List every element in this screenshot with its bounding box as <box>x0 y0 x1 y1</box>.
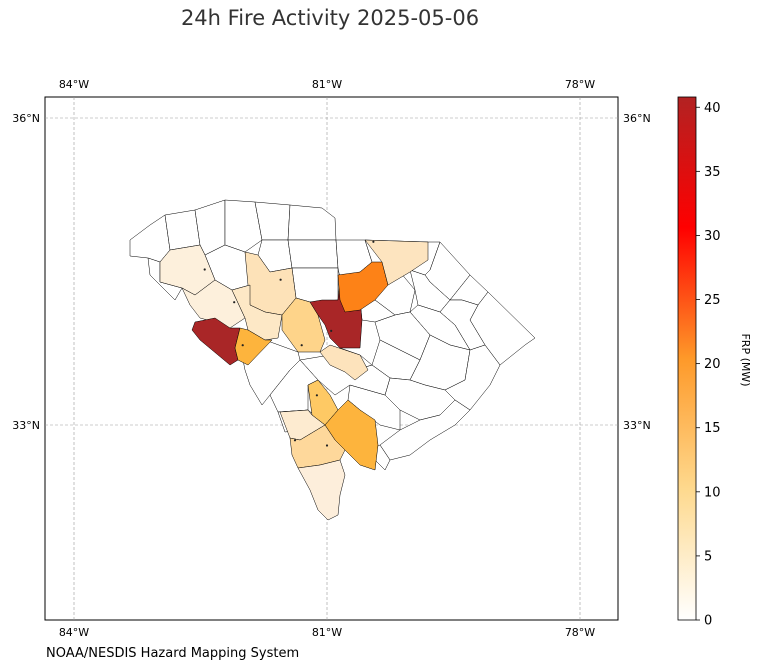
county-beaufort <box>297 459 346 521</box>
county-polygons <box>129 199 536 521</box>
colorbar-ticks: 0 5 10 15 20 25 30 35 40 <box>696 101 721 629</box>
fire-point <box>293 439 297 442</box>
county-jasper <box>289 424 346 469</box>
lon-tick-label: 84°W <box>59 626 89 639</box>
lat-tick-label: 33°N <box>623 419 651 432</box>
county-edgefield <box>234 327 273 366</box>
lon-tick-labels-bottom: 84°W 81°W 78°W <box>59 626 595 639</box>
fire-point <box>241 344 244 347</box>
colorbar-tick-label: 40 <box>704 101 721 116</box>
map-title: 24h Fire Activity 2025-05-06 <box>180 6 480 30</box>
colorbar-tick-label: 5 <box>704 549 712 564</box>
lon-tick-label: 84°W <box>59 78 89 91</box>
colorbar-label: FRP (MW) <box>739 333 752 386</box>
county-abbeville <box>181 279 246 329</box>
fire-point <box>203 268 206 271</box>
lon-tick-label: 81°W <box>312 626 342 639</box>
fire-point <box>330 329 333 332</box>
fire-point <box>372 240 375 243</box>
fire-point <box>279 278 282 281</box>
fire-point <box>300 344 303 347</box>
colorbar-tick-label: 20 <box>704 357 721 372</box>
lat-tick-label: 36°N <box>12 112 40 125</box>
lon-tick-labels-top: 84°W 81°W 78°W <box>59 78 595 91</box>
lat-tick-labels-right: 36°N 33°N <box>623 112 651 432</box>
lat-tick-labels-left: 36°N 33°N <box>12 112 40 432</box>
fire-point <box>233 301 236 304</box>
fire-point <box>315 394 318 397</box>
county-spartanburg <box>224 199 263 253</box>
lon-tick-label: 78°W <box>565 626 595 639</box>
county-newberry <box>291 267 339 303</box>
county-lancaster <box>337 261 389 313</box>
county-greenwood <box>231 284 283 341</box>
county-calhoun <box>319 344 369 381</box>
colorbar-gradient <box>677 96 697 621</box>
lon-tick-label: 81°W <box>312 78 342 91</box>
source-credit: NOAA/NESDIS Hazard Mapping System <box>46 646 300 661</box>
colorbar-tick-label: 25 <box>704 293 721 308</box>
county-pickens <box>164 209 201 251</box>
colorbar-tick-label: 10 <box>704 485 721 500</box>
lat-tick-label: 33°N <box>12 419 40 432</box>
county-york <box>287 204 337 241</box>
county-chesterfield <box>364 239 429 286</box>
lat-tick-label: 36°N <box>623 112 651 125</box>
county-chester <box>287 239 339 269</box>
colorbar: 0 5 10 15 20 25 30 35 40 FRP (MW) <box>677 96 752 629</box>
fire-point <box>325 444 329 447</box>
fire-points <box>203 240 375 447</box>
colorbar-tick-label: 35 <box>704 165 721 180</box>
colorbar-tick-label: 30 <box>704 229 721 244</box>
colorbar-tick-label: 0 <box>704 614 712 629</box>
colorbar-tick-label: 15 <box>704 421 721 436</box>
lon-tick-label: 78°W <box>565 78 595 91</box>
